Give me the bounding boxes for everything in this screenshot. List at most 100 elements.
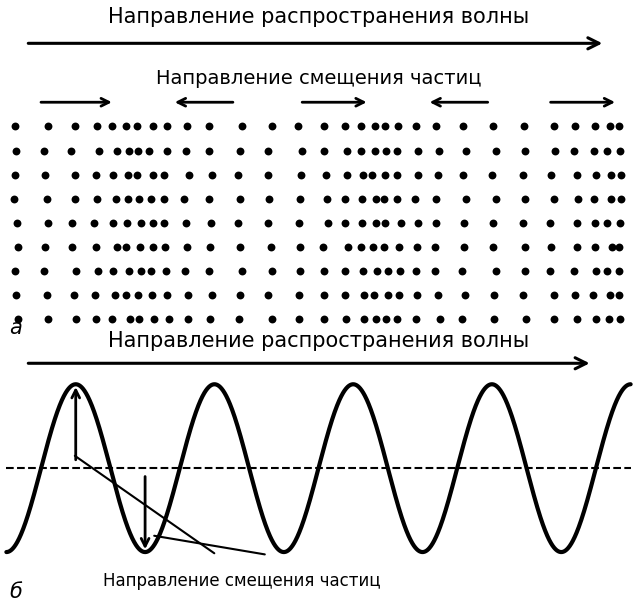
Point (458, 122, 468, 131)
Point (90, 170, 101, 179)
Point (12, 218, 22, 227)
Point (340, 290, 350, 300)
Point (183, 314, 193, 323)
Point (370, 314, 380, 323)
Point (518, 218, 528, 227)
Point (369, 122, 380, 131)
Point (412, 242, 422, 252)
Point (589, 194, 599, 204)
Point (356, 146, 366, 156)
Point (69, 194, 80, 204)
Point (605, 122, 615, 131)
Point (107, 122, 117, 131)
Point (550, 146, 560, 156)
Point (121, 242, 131, 252)
Point (91, 242, 101, 252)
Point (359, 170, 369, 179)
Point (71, 314, 81, 323)
Point (262, 170, 273, 179)
Point (602, 146, 612, 156)
Point (10, 122, 20, 131)
Point (121, 290, 131, 300)
Point (359, 290, 369, 300)
Point (341, 314, 352, 323)
Point (204, 266, 214, 275)
Point (180, 266, 190, 275)
Point (606, 194, 617, 204)
Point (39, 242, 50, 252)
Point (132, 170, 143, 179)
Point (546, 242, 556, 252)
Point (146, 194, 156, 204)
Point (606, 242, 617, 252)
Point (613, 122, 624, 131)
Point (340, 122, 350, 131)
Point (520, 242, 530, 252)
Point (207, 290, 217, 300)
Point (548, 290, 559, 300)
Point (11, 290, 21, 300)
Point (148, 122, 158, 131)
Point (206, 218, 216, 227)
Point (392, 146, 403, 156)
Point (9, 194, 19, 204)
Point (340, 266, 350, 275)
Point (461, 146, 471, 156)
Text: а: а (10, 318, 22, 338)
Point (318, 242, 328, 252)
Point (491, 146, 501, 156)
Point (183, 290, 193, 300)
Point (356, 122, 366, 131)
Point (458, 170, 468, 179)
Point (519, 122, 529, 131)
Point (264, 194, 275, 204)
Point (590, 170, 601, 179)
Point (122, 218, 132, 227)
Point (42, 290, 52, 300)
Point (430, 242, 440, 252)
Point (108, 266, 118, 275)
Point (43, 218, 53, 227)
Point (520, 146, 530, 156)
Point (518, 290, 528, 300)
Point (615, 314, 625, 323)
Point (380, 194, 390, 204)
Point (42, 194, 52, 204)
Point (342, 146, 352, 156)
Point (182, 242, 192, 252)
Point (267, 122, 277, 131)
Point (396, 218, 406, 227)
Point (144, 146, 154, 156)
Point (590, 122, 600, 131)
Point (69, 122, 80, 131)
Point (318, 122, 329, 131)
Point (357, 218, 368, 227)
Point (205, 314, 215, 323)
Point (616, 194, 626, 204)
Point (70, 170, 80, 179)
Point (380, 122, 390, 131)
Point (431, 122, 441, 131)
Point (457, 314, 468, 323)
Point (318, 314, 329, 323)
Text: Направление распространения волны: Направление распространения волны (108, 7, 529, 27)
Point (321, 170, 331, 179)
Point (159, 194, 169, 204)
Point (160, 242, 170, 252)
Point (148, 218, 158, 227)
Point (433, 290, 443, 300)
Point (459, 290, 469, 300)
Point (602, 266, 612, 275)
Point (237, 266, 247, 275)
Point (369, 146, 380, 156)
Point (233, 218, 243, 227)
Point (235, 194, 245, 204)
Point (412, 266, 422, 275)
Point (148, 170, 158, 179)
Point (147, 290, 157, 300)
Point (161, 266, 171, 275)
Text: Направление смещения частиц: Направление смещения частиц (103, 572, 381, 590)
Point (615, 218, 625, 227)
Point (457, 266, 468, 275)
Point (89, 218, 99, 227)
